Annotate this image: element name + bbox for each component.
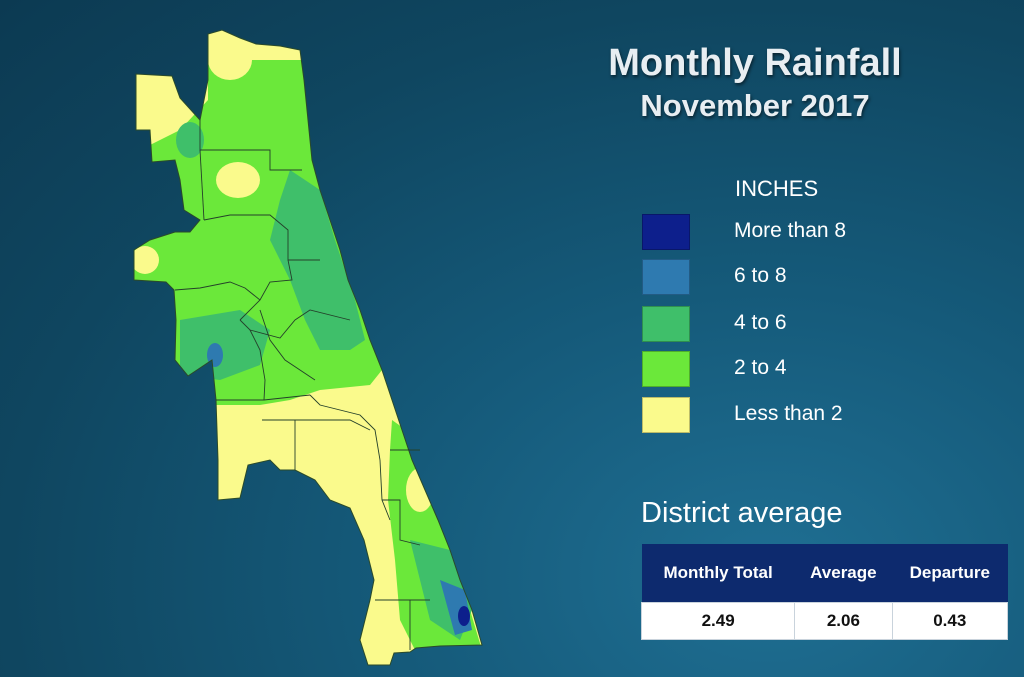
dry-patch-1 — [216, 162, 260, 198]
value-average: 2.06 — [794, 602, 893, 640]
dry-patch-2 — [208, 40, 252, 80]
legend-swatch — [642, 259, 690, 295]
legend-item-2-to-4: 2 to 4 — [642, 351, 972, 387]
legend-swatch — [642, 397, 690, 433]
dry-patch-4 — [134, 246, 159, 274]
legend-label: Less than 2 — [734, 402, 843, 425]
rainfall-map — [133, 29, 483, 666]
legend-item-more-than-8: More than 8 — [642, 214, 972, 250]
district-average-table: Monthly Total Average Departure 2.49 2.0… — [640, 544, 1009, 640]
table-row: 2.49 2.06 0.43 — [640, 602, 1009, 640]
legend-item-4-to-6: 4 to 6 — [642, 306, 972, 342]
header-monthly-total: Monthly Total — [641, 544, 795, 603]
map-title: Monthly Rainfall — [608, 42, 902, 84]
map-subtitle: November 2017 — [640, 88, 870, 123]
wet-patch-1 — [176, 122, 204, 158]
district-average-title: District average — [641, 497, 843, 529]
dry-patch-3 — [134, 88, 166, 132]
district-outline — [133, 29, 483, 666]
legend-label: 2 to 4 — [734, 356, 787, 379]
legend-label: More than 8 — [734, 219, 847, 242]
legend-swatch — [642, 306, 690, 342]
legend-item-less-than-2: Less than 2 — [642, 397, 972, 433]
legend-label: 4 to 6 — [734, 311, 787, 334]
legend-label: 6 to 8 — [734, 264, 787, 287]
wet-patch-2 — [207, 343, 223, 367]
legend-item-6-to-8: 6 to 8 — [642, 259, 972, 295]
table-header-row: Monthly Total Average Departure — [641, 544, 1008, 603]
value-departure: 0.43 — [891, 602, 1009, 640]
legend-title: INCHES — [735, 176, 819, 201]
header-departure: Departure — [892, 544, 1008, 603]
county-lines — [174, 120, 430, 650]
zone-more-than-8 — [458, 606, 470, 626]
header-average: Average — [794, 544, 893, 603]
value-monthly-total: 2.49 — [640, 602, 796, 640]
dry-patch-5 — [406, 468, 434, 512]
legend-swatch — [642, 351, 690, 387]
legend-swatch — [642, 214, 690, 250]
